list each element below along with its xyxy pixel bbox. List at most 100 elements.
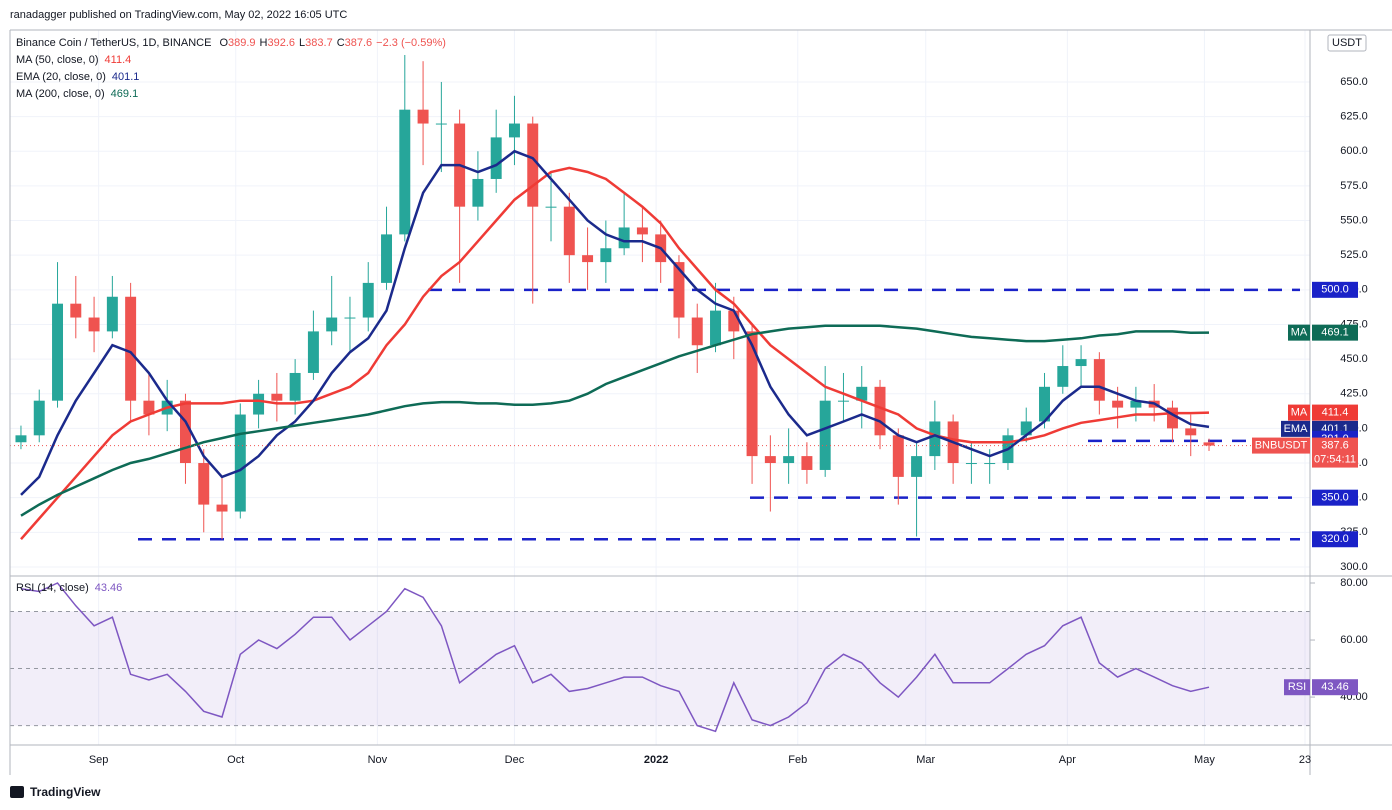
legend-entry: EMA (20, close, 0) 401.1 [16, 71, 139, 83]
candle-body [1039, 386, 1050, 422]
change: −2.3 (−0.59%) [376, 37, 446, 49]
legend-value: 401.1 [112, 71, 140, 83]
candle-body [179, 400, 191, 464]
symbol: Binance Coin / TetherUS, 1D, BINANCE [16, 37, 211, 49]
ma-badge-value: 469.1 [1321, 327, 1349, 339]
legend-entry: MA (50, close, 0) 411.4 [16, 54, 131, 66]
candle-body [691, 317, 703, 346]
rsi-legend: RSI (14, close) 43.46 [16, 582, 122, 594]
ohlc-value: 387.6 [345, 37, 373, 49]
candle-body [929, 421, 941, 457]
candle-body [289, 372, 301, 401]
candle-body [1166, 407, 1178, 429]
candle-body [33, 400, 45, 436]
candle-body [253, 393, 265, 415]
ohlc-key: C [337, 37, 345, 49]
y-tick-label: 600.0 [1340, 145, 1368, 157]
candle-body [362, 282, 374, 318]
candle-body [344, 317, 356, 319]
ma-line [20, 149, 1210, 496]
candle-body [856, 386, 868, 401]
y-tick-label: 300.0 [1340, 561, 1368, 573]
candle-body [1093, 359, 1105, 401]
rsi-line [20, 582, 1210, 733]
candle-body [198, 463, 210, 505]
candle-body [1112, 400, 1124, 408]
ma-line [20, 166, 1210, 541]
candle-body [1020, 421, 1032, 436]
level-badge-value: 500.0 [1321, 284, 1349, 296]
candle-body [965, 463, 977, 465]
ohlc-value: 389.9 [228, 37, 256, 49]
ma-badge-tag [1288, 324, 1310, 341]
candle-body [381, 234, 393, 283]
ohlc-value: 392.6 [268, 37, 296, 49]
candle-body [837, 400, 849, 402]
ma-badge-box [1312, 404, 1358, 421]
candle-body [15, 435, 27, 443]
y-tick-label: 525.0 [1340, 249, 1368, 261]
x-tick-label: Sep [89, 754, 109, 766]
candle-body [527, 123, 539, 207]
candle-body [508, 123, 520, 138]
candle-body [545, 206, 557, 208]
ma-badge-tag [1288, 404, 1310, 421]
level-badge-value: 320.0 [1321, 533, 1349, 545]
ohlc-key: L [299, 37, 305, 49]
ohlc-value: 383.7 [305, 37, 333, 49]
currency: USDT [1332, 37, 1362, 49]
ma-badge-value: 411.4 [1322, 407, 1349, 419]
ma-badge-name: MA [1291, 327, 1308, 339]
candle-body [1057, 366, 1069, 387]
published-by: ranadagger published on TradingView.com,… [10, 9, 347, 21]
candle-body [1185, 428, 1197, 436]
y-tick-label: 625.0 [1340, 111, 1368, 123]
ma-line [20, 324, 1210, 517]
candle-body [143, 400, 155, 415]
overlay: 300.0325.0350.0375.0400.0425.0450.0475.0… [16, 34, 1368, 766]
rsi-legend-value: 43.46 [95, 582, 123, 594]
candle-body [764, 456, 776, 464]
candle-body [271, 393, 283, 401]
candle-body [710, 310, 722, 346]
price-axis [1310, 30, 1392, 775]
candle-body [125, 296, 137, 401]
candle-body [801, 456, 813, 470]
rsi-tick-label: 60.00 [1340, 634, 1368, 646]
level-badge-box [1312, 531, 1358, 548]
x-tick-label: Oct [227, 754, 244, 766]
x-tick-label: Dec [505, 754, 525, 766]
candle-body [326, 317, 338, 332]
candle-body [52, 303, 64, 401]
rsi-box [1312, 679, 1358, 696]
level-badge-box [1312, 281, 1358, 298]
footer-logo: TradingView [10, 785, 101, 799]
rsi-short: RSI [1288, 681, 1306, 693]
candle-body [911, 456, 923, 477]
ohlc-key: O [219, 37, 228, 49]
ma-badge-name: EMA [1284, 423, 1309, 435]
candle-body [874, 386, 886, 436]
ma-badge-box [1312, 324, 1358, 341]
x-tick-label: 2022 [644, 754, 668, 766]
ohlc-key: H [260, 37, 268, 49]
rsi-tag [1284, 679, 1310, 696]
x-tick-label: Feb [788, 754, 807, 766]
x-tick-label: Apr [1059, 754, 1076, 766]
rsi-tick-label: 80.00 [1340, 577, 1368, 589]
candle-body [106, 296, 118, 332]
legend-main: Binance Coin / TetherUS, 1D, BINANCE O389… [16, 37, 446, 49]
last-price: 387.6 [1321, 439, 1349, 451]
ma-badge-tag [1281, 420, 1310, 437]
y-tick-label: 450.0 [1340, 353, 1368, 365]
candle-body [490, 137, 502, 179]
candle-body [618, 227, 630, 249]
x-tick-label: Mar [916, 754, 935, 766]
candle-body [234, 414, 246, 512]
x-tick-label: 23 [1299, 754, 1311, 766]
legend-name: MA (200, close, 0) [16, 88, 105, 100]
candle-body [1075, 359, 1087, 367]
y-tick-label: 650.0 [1340, 76, 1368, 88]
price-box [1312, 437, 1358, 468]
